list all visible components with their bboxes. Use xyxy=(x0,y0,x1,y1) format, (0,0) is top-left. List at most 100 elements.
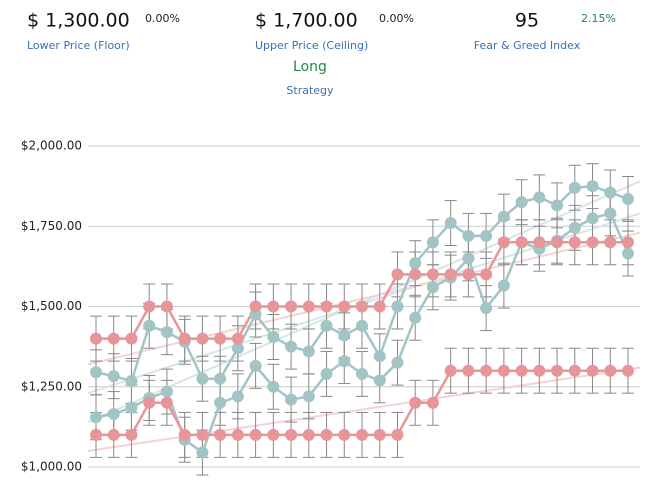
point xyxy=(143,300,156,313)
point xyxy=(586,212,599,225)
point xyxy=(302,390,315,403)
point xyxy=(515,364,528,377)
point xyxy=(568,221,581,234)
ceiling-change: 0.00% xyxy=(379,12,414,25)
point xyxy=(426,236,439,249)
strategy-label: Strategy xyxy=(286,84,334,97)
point xyxy=(586,236,599,249)
point xyxy=(497,236,510,249)
point xyxy=(604,236,617,249)
point xyxy=(568,181,581,194)
point xyxy=(533,364,546,377)
point xyxy=(533,236,546,249)
point xyxy=(622,247,634,260)
point xyxy=(568,364,581,377)
point xyxy=(480,302,493,315)
point xyxy=(267,380,280,393)
point xyxy=(320,300,333,313)
point xyxy=(426,268,439,281)
point xyxy=(551,364,564,377)
point xyxy=(214,372,227,385)
point xyxy=(231,390,244,403)
point xyxy=(160,385,173,398)
point xyxy=(231,428,244,441)
point xyxy=(480,364,493,377)
point xyxy=(604,186,617,199)
point xyxy=(231,332,244,345)
point xyxy=(462,268,475,281)
point xyxy=(196,372,209,385)
point xyxy=(107,408,120,421)
point xyxy=(160,326,173,339)
point xyxy=(391,356,404,369)
y-tick-label: $1,000.00 xyxy=(21,460,82,474)
point xyxy=(586,180,599,193)
point xyxy=(267,300,280,313)
point xyxy=(90,428,102,441)
y-tick-label: $1,750.00 xyxy=(21,219,82,233)
point xyxy=(302,345,315,358)
y-tick-label: $2,000.00 xyxy=(21,139,82,153)
point xyxy=(373,374,386,387)
point xyxy=(285,300,298,313)
fear-greed-label: Fear & Greed Index xyxy=(474,39,581,52)
point xyxy=(515,196,528,209)
point xyxy=(426,281,439,294)
point xyxy=(373,300,386,313)
point xyxy=(196,332,209,345)
point xyxy=(586,364,599,377)
point xyxy=(444,217,457,230)
point xyxy=(90,366,102,379)
floor-label: Lower Price (Floor) xyxy=(27,39,130,52)
point xyxy=(338,300,351,313)
point xyxy=(249,300,262,313)
point xyxy=(214,396,227,409)
point xyxy=(125,374,138,387)
point xyxy=(409,396,422,409)
point xyxy=(409,268,422,281)
point xyxy=(320,367,333,380)
point xyxy=(231,342,244,355)
strategy-value: Long xyxy=(293,59,327,75)
point xyxy=(338,355,351,368)
point xyxy=(604,207,617,220)
point xyxy=(249,359,262,372)
point xyxy=(497,210,510,223)
ceiling-label: Upper Price (Ceiling) xyxy=(255,39,368,52)
point xyxy=(356,367,368,380)
point xyxy=(160,396,173,409)
point xyxy=(604,364,617,377)
point xyxy=(497,279,510,292)
point xyxy=(409,311,422,324)
point xyxy=(302,300,315,313)
point xyxy=(568,236,581,249)
point xyxy=(143,396,156,409)
point xyxy=(267,428,280,441)
point xyxy=(462,252,475,265)
point xyxy=(497,364,510,377)
point xyxy=(125,401,138,414)
point xyxy=(90,332,102,345)
floor-value: $ 1,300.00 xyxy=(27,10,130,32)
point xyxy=(480,229,493,242)
point xyxy=(338,428,351,441)
fear-greed-change: 2.15% xyxy=(581,12,616,25)
point xyxy=(178,428,191,441)
point xyxy=(125,332,138,345)
point xyxy=(391,300,404,313)
point xyxy=(107,370,120,383)
point xyxy=(107,428,120,441)
point xyxy=(160,300,173,313)
point xyxy=(107,332,120,345)
point xyxy=(285,340,298,353)
point xyxy=(622,364,634,377)
point xyxy=(356,319,368,332)
point xyxy=(480,268,493,281)
point xyxy=(444,364,457,377)
point xyxy=(320,428,333,441)
point xyxy=(338,329,351,342)
point xyxy=(426,396,439,409)
y-tick-label: $1,500.00 xyxy=(21,299,82,313)
point xyxy=(285,393,298,406)
